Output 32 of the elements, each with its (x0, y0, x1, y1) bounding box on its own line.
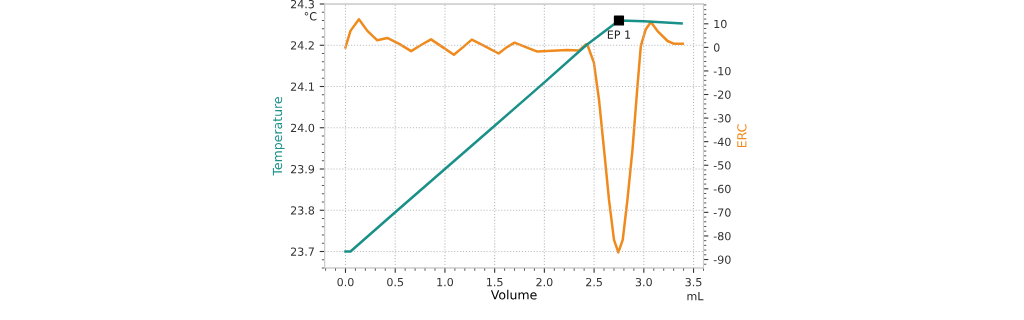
x-tick-label: 2.0 (536, 277, 553, 287)
x-tick-label: 1.0 (437, 277, 454, 287)
y-tick-label: 23.7 (290, 247, 314, 256)
y2-tick-label: -60 (713, 184, 731, 194)
y2-tick-label: -40 (713, 137, 731, 147)
y2-tick-label: -20 (713, 90, 731, 99)
y2-tick-label: -30 (713, 114, 731, 123)
y2-tick-label: -70 (713, 208, 731, 217)
y2-tick-label: 0 (713, 43, 720, 52)
y-tick-label: 24.1 (290, 82, 314, 91)
text: mL (687, 292, 704, 301)
y2-tick-label: -90 (713, 255, 731, 264)
y-axis-title: Temperature (272, 97, 285, 176)
x-axis-title: Volume (490, 289, 537, 300)
y2-tick-label: -50 (713, 161, 731, 170)
x-tick-label: 1.5 (487, 278, 503, 287)
x-tick-label: 3.5 (685, 277, 702, 287)
y-tick-label: 24.2 (290, 41, 314, 50)
y2-tick-label: -10 (713, 66, 731, 76)
x-tick-label: 2.5 (586, 277, 602, 287)
text: °C (304, 12, 317, 21)
x-tick-label: 3.0 (635, 277, 652, 287)
y2-tick-label: -80 (713, 231, 731, 241)
x-tick-label: 0.0 (337, 277, 354, 287)
y2-tick-label: 10 (714, 19, 727, 29)
x-tick-label: 0.5 (387, 277, 404, 287)
y2-axis-title: ERC (737, 124, 747, 148)
y-tick-label: 23.9 (290, 164, 315, 174)
annotation: EP 1 (607, 30, 631, 39)
y-tick-label: 24.3 (290, 0, 314, 9)
y-tick-label: 24.0 (290, 123, 315, 133)
y-tick-label: 23.8 (290, 206, 315, 215)
